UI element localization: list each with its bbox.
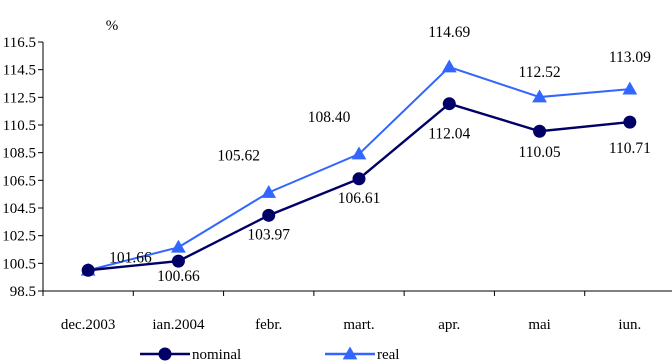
data-point-real — [532, 89, 547, 103]
data-label-real: 101.66 — [109, 249, 152, 266]
data-labels: 100.66 103.97 106.61 112.04 110.05 110.71 101.… — [109, 24, 651, 285]
y-axis-ticks: 98.5 100.5 102.5 104.5 106.5 108.5 110.5 112.5 1… — [2, 35, 43, 300]
y-tick-label: 112.5 — [3, 90, 36, 106]
data-point-real — [351, 146, 367, 160]
data-label-real: 105.62 — [217, 148, 260, 165]
data-point-nominal — [623, 115, 637, 129]
x-tick-label: mart. — [343, 317, 374, 333]
data-label-real: 113.09 — [609, 49, 651, 66]
y-tick-label: 102.5 — [2, 229, 36, 245]
data-point-real — [171, 239, 186, 253]
y-tick-label: 100.5 — [2, 256, 36, 272]
legend-item-real: real — [325, 346, 399, 363]
y-tick-label: 110.5 — [3, 118, 36, 134]
x-tick-label: apr. — [438, 317, 460, 333]
legend-label: real — [377, 347, 399, 363]
data-point-nominal — [262, 208, 276, 222]
x-tick-label: dec.2003 — [61, 317, 116, 333]
data-label-real: 108.40 — [308, 109, 351, 126]
data-label-nominal: 110.05 — [519, 144, 561, 161]
data-point-nominal — [442, 97, 456, 111]
data-point-real — [441, 59, 457, 73]
series-layer — [80, 59, 638, 277]
legend-item-nominal: nominal — [140, 347, 241, 363]
x-tick-label: iun. — [618, 317, 641, 333]
data-label-nominal: 103.97 — [247, 226, 290, 243]
data-label-real: 112.52 — [519, 64, 561, 81]
x-tick-label: febr. — [255, 317, 282, 333]
y-tick-label: 114.5 — [3, 63, 36, 79]
series-line-nominal — [88, 102, 630, 272]
data-point-nominal — [81, 263, 95, 277]
y-unit-label: % — [106, 18, 119, 34]
data-label-nominal: 106.61 — [338, 190, 381, 207]
data-label-nominal: 110.71 — [609, 140, 651, 157]
legend-label: nominal — [192, 347, 241, 363]
data-label-real: 114.69 — [428, 24, 470, 41]
legend: nominal real — [140, 346, 399, 363]
x-axis-ticks: dec.2003 ian.2004 febr. mart. apr. mai iun. — [42, 291, 641, 333]
legend-swatch-marker — [342, 346, 358, 360]
data-label-nominal: 112.04 — [428, 126, 470, 143]
series-line-real — [87, 65, 630, 272]
y-tick-label: 104.5 — [2, 201, 36, 217]
y-tick-label: 108.5 — [2, 146, 36, 162]
y-tick-label: 116.5 — [3, 35, 36, 51]
data-point-nominal — [352, 172, 366, 186]
y-tick-label: 98.5 — [10, 284, 36, 300]
data-label-nominal: 100.66 — [157, 268, 200, 285]
data-point-nominal — [533, 124, 547, 138]
data-point-real — [261, 184, 277, 198]
data-point-real — [622, 81, 638, 95]
legend-swatch-marker — [158, 347, 172, 361]
x-tick-label: ian.2004 — [152, 317, 205, 333]
y-tick-label: 106.5 — [2, 173, 36, 189]
data-point-nominal — [171, 254, 185, 268]
x-tick-label: mai — [528, 317, 551, 333]
